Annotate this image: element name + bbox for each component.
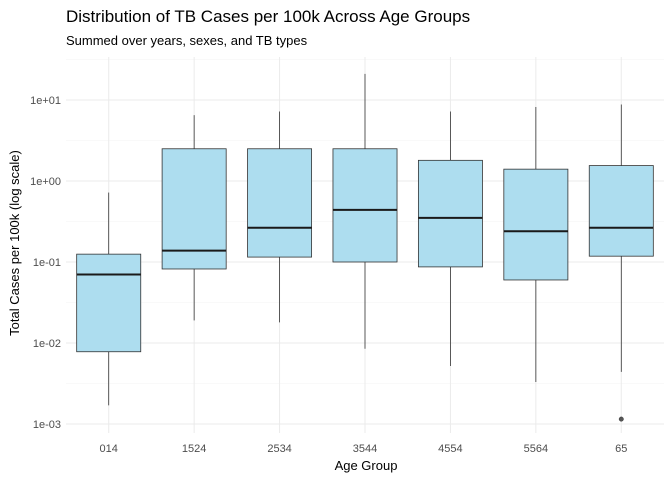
box-iqr [503, 168, 569, 281]
box-4554 [417, 111, 483, 367]
chart-subtitle: Summed over years, sexes, and TB types [66, 33, 308, 48]
y-tick-label: 1e-03 [33, 419, 61, 431]
y-axis-title: Total Cases per 100k (log scale) [7, 150, 22, 336]
outlier-point [618, 416, 624, 422]
x-tick-label: 3544 [353, 443, 377, 455]
box-2534 [247, 111, 313, 323]
x-tick-label: 1524 [182, 443, 206, 455]
chart-title: Distribution of TB Cases per 100k Across… [66, 7, 471, 26]
y-tick-label: 1e-01 [33, 257, 61, 269]
x-tick-label: 5564 [524, 443, 548, 455]
box-iqr [76, 253, 142, 353]
x-axis-ticks: 014 1524 2534 3544 4554 5564 65 [100, 443, 628, 455]
box-series [76, 73, 654, 422]
box-014 [76, 192, 142, 406]
y-tick-label: 1e+00 [30, 176, 61, 188]
y-axis-ticks: 1e-03 1e-02 1e-01 1e+00 1e+01 [30, 95, 61, 431]
box-iqr [417, 159, 483, 268]
box-iqr [588, 165, 654, 257]
x-tick-label: 2534 [267, 443, 291, 455]
x-axis-title: Age Group [335, 458, 398, 473]
x-tick-label: 4554 [438, 443, 462, 455]
y-tick-label: 1e+01 [30, 95, 61, 107]
y-tick-label: 1e-02 [33, 338, 61, 350]
x-tick-label: 65 [615, 443, 627, 455]
box-1524 [161, 115, 227, 321]
box-iqr [247, 148, 313, 258]
box-iqr [161, 148, 227, 270]
box-65 [588, 104, 654, 422]
box-iqr [332, 148, 398, 263]
x-tick-label: 014 [100, 443, 118, 455]
box-3544 [332, 73, 398, 349]
box-5564 [503, 106, 569, 383]
